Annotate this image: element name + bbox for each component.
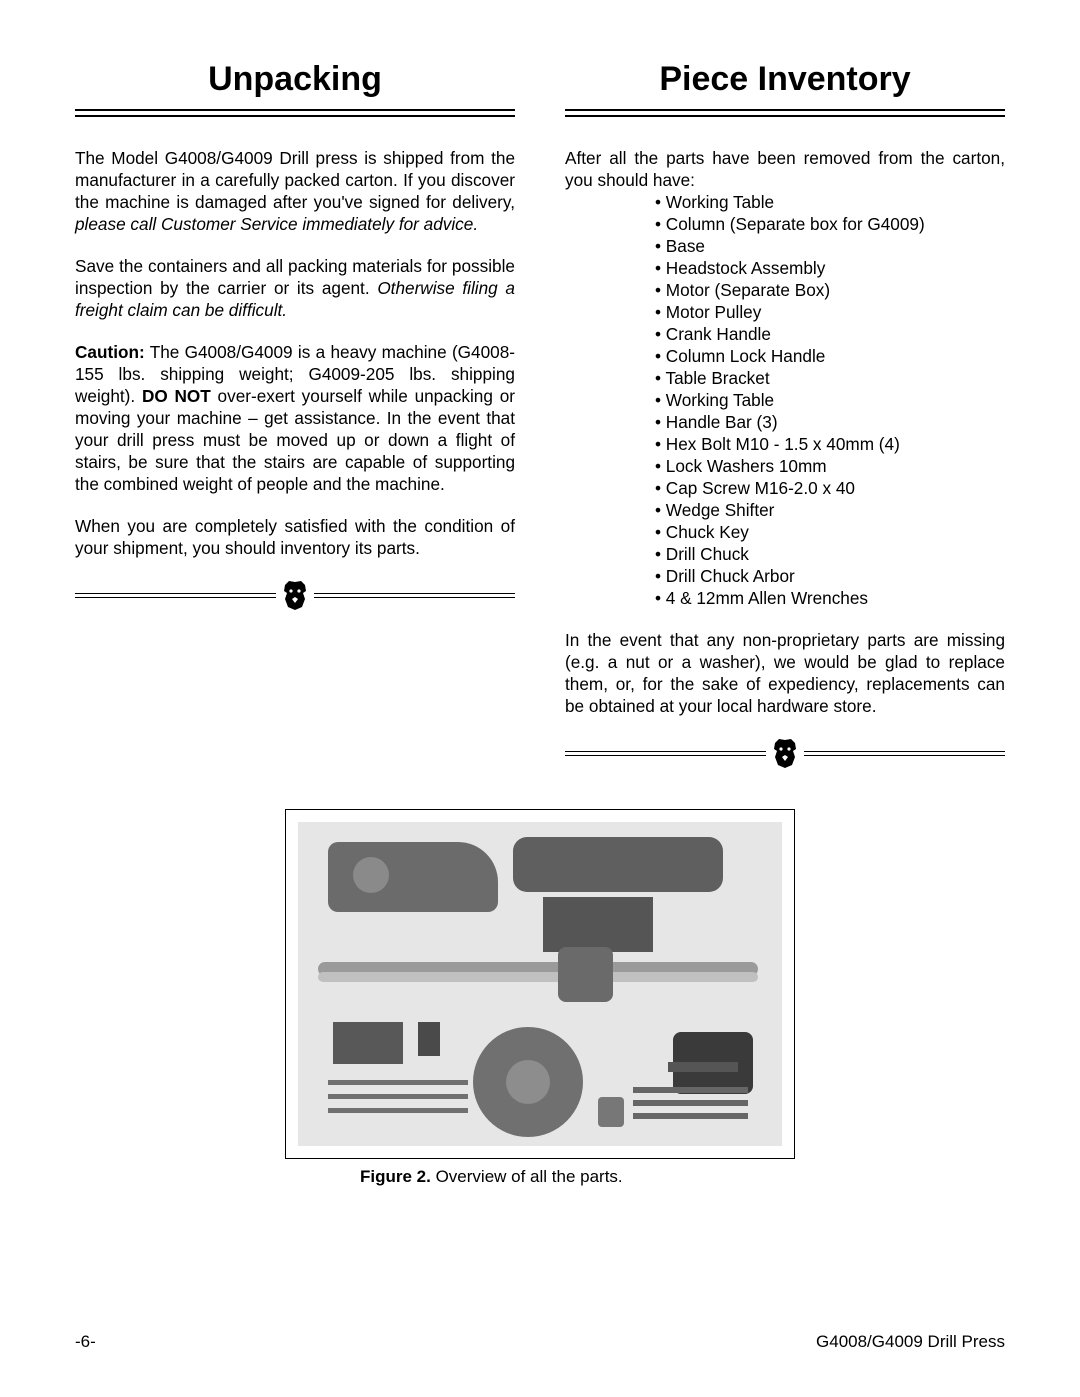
- list-item: Hex Bolt M10 - 1.5 x 40mm (4): [655, 433, 1005, 455]
- list-item: Chuck Key: [655, 521, 1005, 543]
- right-column: Piece Inventory After all the parts have…: [565, 60, 1005, 779]
- inventory-heading: Piece Inventory: [565, 60, 1005, 99]
- list-item: Working Table: [655, 191, 1005, 213]
- caution-label: Caution:: [75, 342, 145, 362]
- figure-2: Figure 2. Overview of all the parts.: [75, 809, 1005, 1187]
- list-item: Wedge Shifter: [655, 499, 1005, 521]
- ornament-line: [804, 751, 1005, 756]
- list-item: 4 & 12mm Allen Wrenches: [655, 587, 1005, 609]
- page-footer: -6- G4008/G4009 Drill Press: [75, 1332, 1005, 1352]
- list-item: Lock Washers 10mm: [655, 455, 1005, 477]
- section-ornament-left: [75, 579, 515, 611]
- list-item: Motor Pulley: [655, 301, 1005, 323]
- unpacking-para-2: Save the containers and all packing mate…: [75, 255, 515, 321]
- list-item: Working Table: [655, 389, 1005, 411]
- unpacking-para-1: The Model G4008/G4009 Drill press is shi…: [75, 147, 515, 235]
- inventory-intro: After all the parts have been removed fr…: [565, 147, 1005, 191]
- bear-icon: [280, 579, 310, 611]
- page-number: -6-: [75, 1332, 96, 1352]
- figure-label: Figure 2.: [360, 1167, 431, 1186]
- list-item: Handle Bar (3): [655, 411, 1005, 433]
- unpacking-para-3: Caution: The G4008/G4009 is a heavy mach…: [75, 341, 515, 495]
- do-not-label: DO NOT: [142, 386, 211, 406]
- inventory-outro: In the event that any non-proprietary pa…: [565, 629, 1005, 717]
- bear-icon: [770, 737, 800, 769]
- ornament-line: [314, 593, 515, 598]
- ornament-line: [565, 751, 766, 756]
- two-column-layout: Unpacking The Model G4008/G4009 Drill pr…: [75, 60, 1005, 779]
- manual-page: Unpacking The Model G4008/G4009 Drill pr…: [0, 0, 1080, 1397]
- list-item: Column Lock Handle: [655, 345, 1005, 367]
- list-item: Cap Screw M16-2.0 x 40: [655, 477, 1005, 499]
- list-item: Base: [655, 235, 1005, 257]
- figure-caption: Figure 2. Overview of all the parts.: [75, 1167, 1005, 1187]
- left-column: Unpacking The Model G4008/G4009 Drill pr…: [75, 60, 515, 779]
- section-ornament-right: [565, 737, 1005, 769]
- list-item: Headstock Assembly: [655, 257, 1005, 279]
- unpacking-para-4: When you are completely satisfied with t…: [75, 515, 515, 559]
- figure-caption-text: Overview of all the parts.: [431, 1167, 623, 1186]
- para1-italic: please call Customer Service immediately…: [75, 214, 478, 234]
- heading-rule: [75, 109, 515, 117]
- list-item: Motor (Separate Box): [655, 279, 1005, 301]
- unpacking-heading: Unpacking: [75, 60, 515, 99]
- parts-list: Working Table Column (Separate box for G…: [565, 191, 1005, 609]
- list-item: Table Bracket: [655, 367, 1005, 389]
- doc-title: G4008/G4009 Drill Press: [816, 1332, 1005, 1352]
- figure-frame: [285, 809, 795, 1159]
- list-item: Drill Chuck Arbor: [655, 565, 1005, 587]
- list-item: Crank Handle: [655, 323, 1005, 345]
- para1-text: The Model G4008/G4009 Drill press is shi…: [75, 148, 515, 212]
- heading-rule: [565, 109, 1005, 117]
- ornament-line: [75, 593, 276, 598]
- list-item: Drill Chuck: [655, 543, 1005, 565]
- list-item: Column (Separate box for G4009): [655, 213, 1005, 235]
- parts-overview-photo: [298, 822, 782, 1146]
